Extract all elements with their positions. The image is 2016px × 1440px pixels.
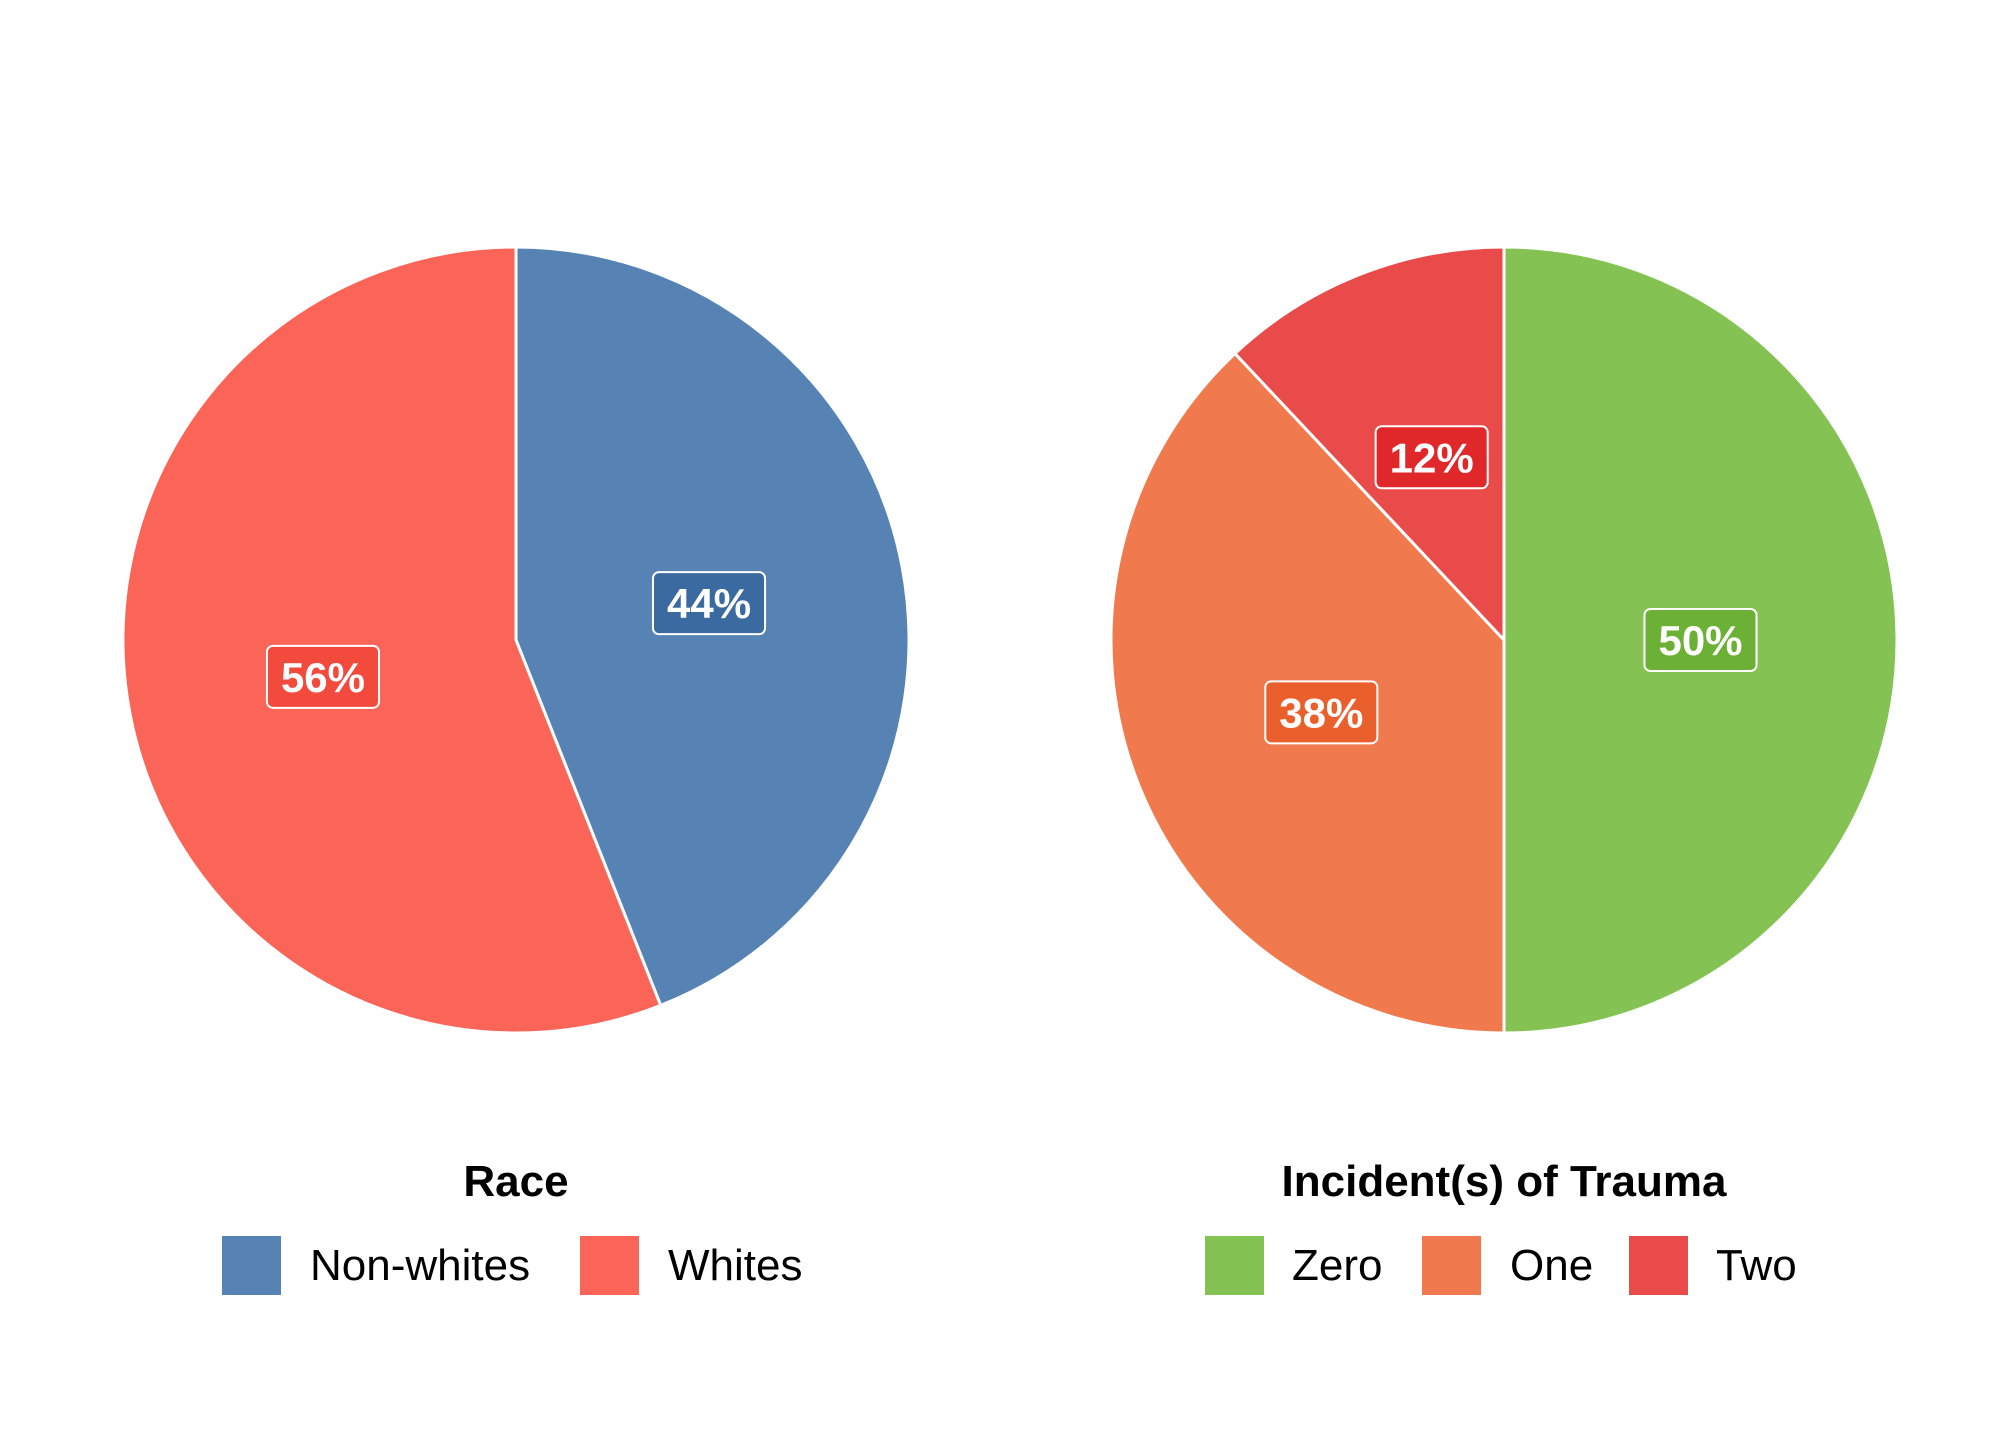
pie-slice-whites (121, 245, 663, 1035)
data-label-whites: 56% (281, 654, 365, 701)
data-label-two: 12% (1390, 434, 1474, 481)
trauma-pie-chart: 50% 38% 12% (1109, 245, 1899, 1035)
legend-label-one: One (1510, 1241, 1593, 1290)
data-label-box-one (1264, 680, 1379, 745)
pie-slice-two (1232, 245, 1506, 644)
legend-swatch-one (1422, 1236, 1481, 1295)
trauma-legend-title: Incident(s) of Trauma (1282, 1157, 1727, 1206)
legend-swatch-two (1629, 1236, 1688, 1295)
legend-label-whites: Whites (668, 1241, 802, 1290)
data-label-non-whites: 44% (667, 580, 751, 627)
race-legend-title: Race (463, 1157, 568, 1206)
legend-swatch-whites (580, 1236, 639, 1295)
data-label-box-two (1374, 425, 1489, 490)
trauma-legend: Incident(s) of Trauma Zero One Two (1205, 1157, 1797, 1295)
race-pie-chart: 44% 56% (121, 245, 911, 1035)
legend-label-non-whites: Non-whites (310, 1241, 530, 1290)
data-label-box-zero (1643, 608, 1758, 672)
data-label-zero: 50% (1658, 617, 1742, 664)
legend-swatch-non-whites (222, 1236, 281, 1295)
race-legend: Race Non-whites Whites (222, 1157, 802, 1295)
data-label-box-non-whites (651, 571, 767, 636)
data-label-one: 38% (1279, 689, 1363, 736)
legend-label-two: Two (1716, 1241, 1797, 1290)
legend-label-zero: Zero (1292, 1241, 1382, 1290)
data-label-box-whites (265, 644, 381, 709)
legend-swatch-zero (1205, 1236, 1264, 1295)
